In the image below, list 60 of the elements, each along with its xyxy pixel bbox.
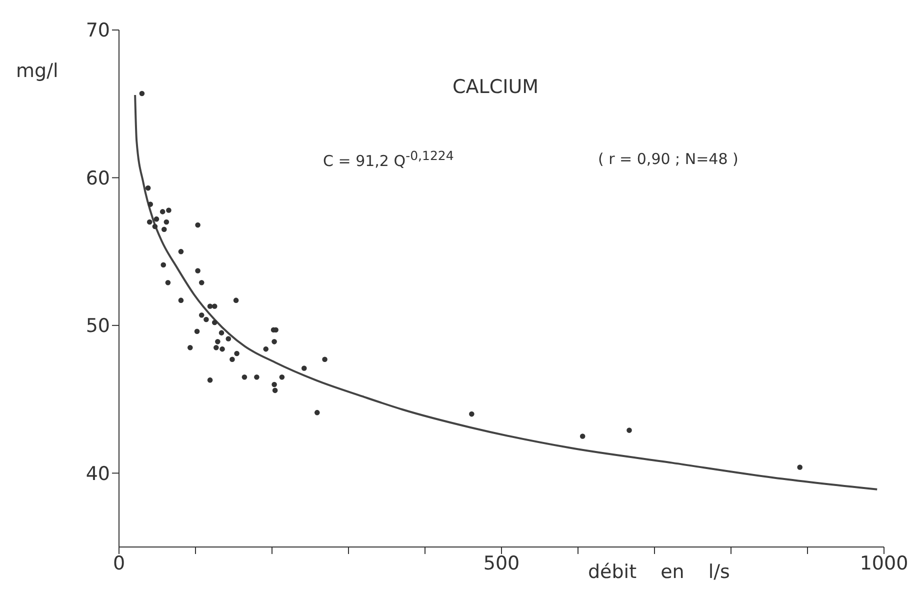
point <box>188 344 193 350</box>
point <box>160 262 166 268</box>
point <box>469 411 474 417</box>
y-tick-label: 50 <box>86 315 110 338</box>
y-tick-label: 70 <box>86 20 110 42</box>
point <box>195 222 200 228</box>
point <box>195 268 200 274</box>
point <box>198 312 204 318</box>
point <box>207 304 213 309</box>
point <box>580 434 586 439</box>
point <box>139 90 145 96</box>
point <box>272 339 277 344</box>
point <box>214 344 219 350</box>
point <box>146 219 152 225</box>
line-series <box>134 94 878 490</box>
x-tick-label: 1000 <box>860 552 908 574</box>
point <box>161 226 167 232</box>
annotation: ( r = 0,90 ; N=48 ) <box>598 150 738 168</box>
x-tick-label: 500 <box>483 552 520 574</box>
point <box>212 320 218 326</box>
point <box>301 366 307 371</box>
point <box>797 464 802 470</box>
text: CALCIUM <box>452 76 539 98</box>
point <box>263 346 269 352</box>
point <box>254 374 260 380</box>
point <box>198 280 204 286</box>
point <box>148 202 154 207</box>
point <box>220 346 225 352</box>
point <box>152 224 158 230</box>
x-tick-label: 0 <box>112 552 126 574</box>
point <box>178 298 184 303</box>
point <box>204 316 209 322</box>
point <box>165 280 171 286</box>
point <box>194 328 200 334</box>
point <box>218 330 224 336</box>
point <box>226 336 232 342</box>
point <box>164 219 170 225</box>
point <box>272 382 277 388</box>
point <box>234 350 240 356</box>
point <box>212 304 218 309</box>
point <box>242 374 248 380</box>
x-axis-title: débit en l/s <box>588 561 730 583</box>
point <box>145 185 151 191</box>
y-tick-label: 60 <box>86 167 110 190</box>
annotation: C = 91,2 Q$^{-0,1224}$ <box>323 148 454 170</box>
point <box>160 209 166 214</box>
point <box>314 410 320 416</box>
point <box>626 428 632 433</box>
point <box>230 356 235 362</box>
point <box>166 208 172 213</box>
point <box>154 216 160 222</box>
point <box>272 388 278 394</box>
point <box>322 356 328 362</box>
y-tick-label: 40 <box>86 462 110 485</box>
y-axis-title: mg/l <box>16 60 58 82</box>
point <box>178 248 184 254</box>
point <box>215 339 220 344</box>
point <box>207 377 213 383</box>
point <box>233 298 239 303</box>
point <box>279 374 285 380</box>
